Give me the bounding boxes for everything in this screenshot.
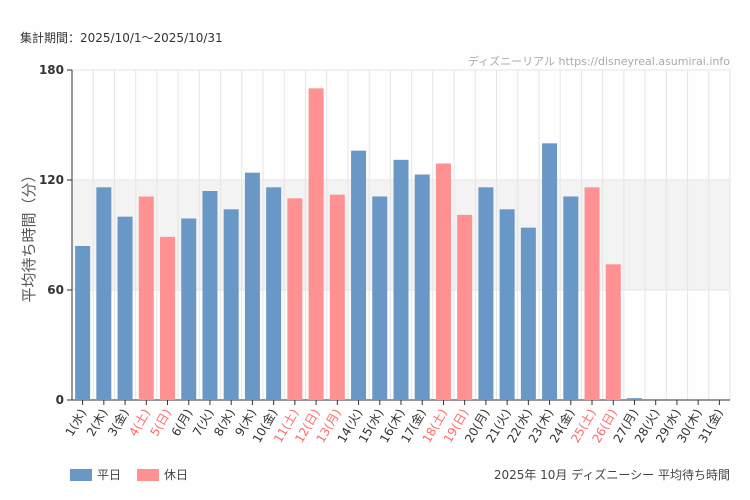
x-tick-label: 7(火) — [190, 407, 217, 439]
bar — [287, 198, 303, 400]
credit-text: ディズニーリアル https://disneyreal.asumirai.inf… — [467, 55, 730, 68]
bar — [626, 398, 642, 400]
bar — [244, 172, 260, 400]
bar — [563, 196, 579, 400]
bar — [414, 174, 430, 400]
x-tick-label: 2(木) — [84, 407, 111, 439]
bar — [266, 187, 282, 400]
y-tick-label: 180 — [39, 63, 64, 77]
legend-swatch-weekday — [70, 468, 92, 481]
bar — [202, 191, 218, 400]
legend-label-weekday: 平日 — [97, 468, 122, 482]
bar — [605, 264, 621, 400]
chart-caption: 2025年 10月 ディズニーシー 平均待ち時間 — [493, 468, 730, 482]
bar — [584, 187, 600, 400]
legend: 平日 休日 — [70, 466, 188, 483]
bar — [478, 187, 494, 400]
bar — [457, 214, 473, 400]
x-tick-label: 4(土) — [126, 407, 153, 439]
bar — [160, 236, 176, 400]
bar — [223, 209, 239, 400]
bar — [372, 196, 388, 400]
legend-holiday[interactable]: 休日 — [137, 466, 188, 483]
legend-label-holiday: 休日 — [164, 468, 189, 482]
bar — [520, 227, 536, 400]
period-label: 集計期間：2025/10/1〜2025/10/31 — [20, 31, 223, 45]
legend-weekday[interactable]: 平日 — [70, 466, 121, 483]
y-tick-label: 60 — [47, 283, 64, 297]
bar — [75, 246, 91, 400]
bar — [138, 196, 154, 400]
y-tick-label: 0 — [56, 393, 64, 407]
legend-swatch-holiday — [137, 468, 160, 481]
bar — [117, 216, 133, 400]
bar — [435, 163, 451, 400]
bar — [181, 218, 197, 400]
y-tick-label: 120 — [39, 173, 64, 187]
bar — [308, 88, 324, 400]
x-tick-label: 1(水) — [63, 407, 90, 439]
bar — [329, 194, 345, 400]
bar — [351, 150, 367, 400]
x-tick-label: 8(水) — [211, 407, 238, 439]
bar — [393, 159, 409, 400]
bar — [499, 209, 515, 400]
x-tick-label: 5(日) — [147, 407, 174, 439]
bar — [542, 143, 558, 401]
bar — [96, 187, 112, 400]
x-tick-label: 6(月) — [169, 407, 196, 439]
y-axis-label: 平均待ち時間（分） — [20, 167, 38, 302]
x-tick-label: 3(金) — [104, 406, 131, 439]
